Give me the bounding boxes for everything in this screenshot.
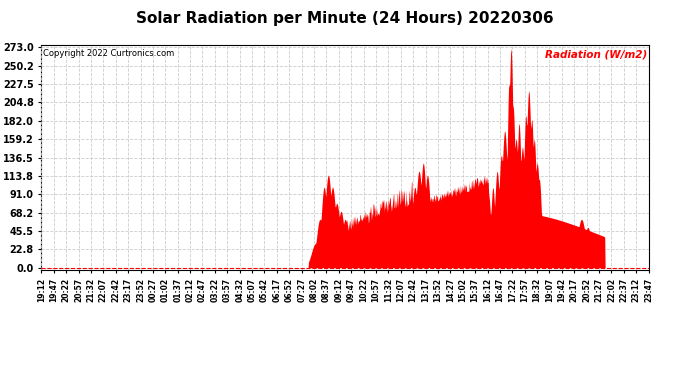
Text: Radiation (W/m2): Radiation (W/m2) — [545, 50, 647, 60]
Text: Copyright 2022 Curtronics.com: Copyright 2022 Curtronics.com — [43, 50, 174, 58]
Text: Solar Radiation per Minute (24 Hours) 20220306: Solar Radiation per Minute (24 Hours) 20… — [136, 11, 554, 26]
